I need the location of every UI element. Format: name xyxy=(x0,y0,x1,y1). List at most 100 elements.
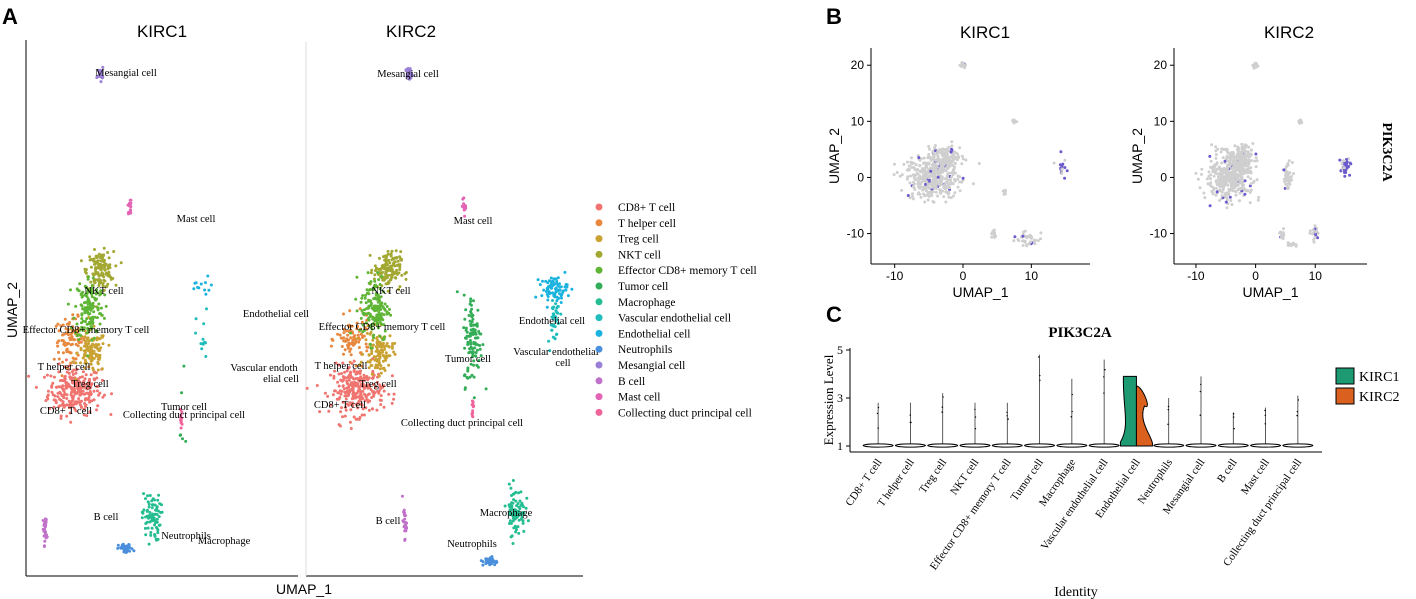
cluster-point xyxy=(355,395,359,399)
expression-point xyxy=(1253,159,1257,163)
cluster-point xyxy=(361,384,365,388)
expression-point xyxy=(1225,206,1229,210)
expression-point xyxy=(1244,164,1248,168)
violin-marks xyxy=(862,354,1314,448)
b-y-tick-label: 0 xyxy=(857,170,864,184)
violin-outlier xyxy=(910,421,912,424)
cluster-point xyxy=(87,299,91,302)
expression-point xyxy=(1058,163,1062,167)
cluster-point xyxy=(342,336,346,340)
cluster-point xyxy=(96,404,100,408)
cluster-point xyxy=(514,530,518,534)
cluster-point xyxy=(399,257,402,261)
cluster-point xyxy=(484,387,488,391)
cluster-point xyxy=(509,486,513,490)
cluster-point xyxy=(387,345,391,348)
legend-label: Mesangial cell xyxy=(618,360,685,372)
cluster-point xyxy=(83,398,87,402)
cluster-point xyxy=(184,439,188,443)
expression-point xyxy=(1021,234,1025,238)
cluster-point xyxy=(50,384,54,388)
violin-outlier xyxy=(1297,399,1300,401)
cluster-point xyxy=(360,402,363,406)
violin-base xyxy=(862,443,894,448)
expression-point xyxy=(905,177,909,181)
cluster-point xyxy=(83,352,87,356)
expression-point xyxy=(902,162,906,166)
cluster-point xyxy=(57,362,61,366)
cluster-point xyxy=(384,258,388,262)
violin-outlier xyxy=(1296,414,1298,417)
cluster-point xyxy=(181,437,184,441)
cluster-point xyxy=(361,294,365,297)
cluster-point xyxy=(552,277,556,281)
cluster-point xyxy=(389,273,392,277)
cluster-point xyxy=(554,286,558,290)
expression-point xyxy=(913,182,916,186)
expression-point xyxy=(936,154,940,158)
cluster-point xyxy=(383,307,387,311)
cluster-point xyxy=(472,299,475,303)
cluster-point xyxy=(64,327,68,331)
cluster-point xyxy=(87,365,91,369)
cluster-point xyxy=(87,391,91,395)
cluster-point xyxy=(364,294,367,297)
expression-point xyxy=(1237,147,1241,151)
expression-point xyxy=(925,180,929,184)
cluster-point xyxy=(95,336,99,340)
expression-point xyxy=(977,162,981,165)
cluster-point xyxy=(551,312,555,316)
violin-legend-swatch xyxy=(1335,367,1355,385)
cluster-point xyxy=(92,259,96,263)
expression-point xyxy=(1017,239,1021,243)
expression-point xyxy=(927,179,931,183)
cluster-point xyxy=(80,399,83,403)
cluster-point xyxy=(471,347,475,351)
cluster-point xyxy=(490,555,494,559)
expression-point xyxy=(1239,166,1243,170)
cluster-point xyxy=(68,411,72,415)
expression-point xyxy=(1342,166,1346,170)
expression-point xyxy=(1233,144,1237,148)
cluster-point xyxy=(379,295,383,299)
cluster-point xyxy=(395,268,399,272)
cluster-point xyxy=(364,301,368,305)
cluster-point xyxy=(471,323,475,327)
label-kirc1-treg: Treg cell xyxy=(71,379,108,390)
cluster-point xyxy=(92,257,96,261)
cluster-point xyxy=(392,392,396,396)
cluster-point xyxy=(74,377,78,381)
cluster-point xyxy=(462,202,466,206)
cluster-point xyxy=(194,331,198,335)
cluster-point xyxy=(103,293,107,297)
cluster-point xyxy=(70,378,74,382)
cluster-point xyxy=(57,357,61,361)
expression-point xyxy=(1282,227,1285,231)
cluster-point xyxy=(560,296,563,300)
cluster-point xyxy=(90,287,93,291)
cluster-point xyxy=(116,546,120,550)
legend-swatch xyxy=(595,235,603,243)
cluster-point xyxy=(337,384,341,388)
cluster-point xyxy=(55,341,59,345)
cluster-point xyxy=(372,297,376,301)
cluster-point xyxy=(329,344,333,348)
cluster-point xyxy=(64,386,68,390)
cluster-point xyxy=(559,301,563,304)
cluster-point xyxy=(66,330,70,334)
cluster-point xyxy=(61,323,65,327)
expression-point xyxy=(1029,236,1033,240)
b-x-axis-label: UMAP_1 xyxy=(1242,284,1298,300)
violin-outlier xyxy=(974,416,977,418)
cluster-point xyxy=(393,260,397,264)
expression-point xyxy=(1032,238,1036,242)
cluster-point xyxy=(478,347,482,351)
cluster-point xyxy=(90,295,94,299)
expression-point xyxy=(1230,203,1234,206)
legend-item: Neutrophils xyxy=(595,344,673,356)
cluster-point xyxy=(65,393,69,397)
expression-point xyxy=(1243,156,1247,160)
cluster-point xyxy=(563,270,567,274)
cluster-point xyxy=(370,372,374,376)
expression-point xyxy=(1207,170,1211,174)
